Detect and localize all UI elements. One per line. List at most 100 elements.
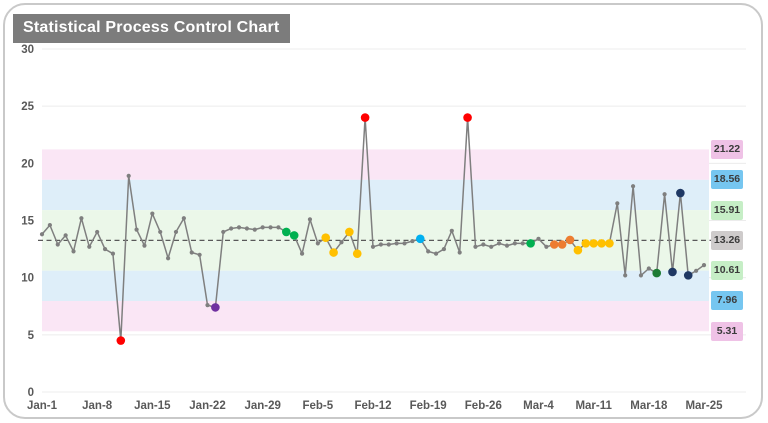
data-point xyxy=(662,192,667,197)
data-point-navy xyxy=(668,267,677,277)
sigma-level-chip: 21.22 xyxy=(711,139,743,159)
data-point xyxy=(63,233,68,238)
data-point-red xyxy=(360,113,370,122)
x-axis-tick-label: Jan-29 xyxy=(244,400,280,412)
data-point-yellow xyxy=(589,239,598,248)
x-axis-tick-label: Jan-22 xyxy=(189,400,225,412)
data-point xyxy=(544,244,549,249)
data-point xyxy=(536,236,541,241)
data-point-yellow xyxy=(352,249,362,258)
data-point xyxy=(102,246,108,252)
x-axis-tick-label: Mar-18 xyxy=(630,400,668,412)
data-point xyxy=(110,251,116,256)
data-point xyxy=(520,241,525,246)
x-axis-tick-label: Mar-11 xyxy=(575,400,612,412)
data-point xyxy=(638,273,644,278)
chart-card: 0 5 10 15 20 25 30 Jan-1 Jan-8 Jan-15 Jan-22 Jan-29… xyxy=(3,3,763,419)
y-axis-tick-label: 15 xyxy=(21,216,34,228)
data-point-navy xyxy=(683,271,693,280)
y-axis-tick-label: 20 xyxy=(21,158,34,170)
sigma-band xyxy=(42,149,709,180)
data-point-red xyxy=(463,113,472,122)
data-point xyxy=(197,252,202,257)
data-point xyxy=(402,241,407,246)
data-point xyxy=(150,211,155,216)
sigma-level-chip: 10.61 xyxy=(711,261,743,281)
data-point xyxy=(646,266,651,271)
data-point-yellow xyxy=(581,239,591,248)
data-point xyxy=(307,217,313,222)
data-point xyxy=(489,244,494,249)
data-point-yellow xyxy=(329,248,338,257)
data-point-darkgreen xyxy=(652,268,662,278)
data-point xyxy=(410,238,415,244)
x-axis-tick-label: Feb-5 xyxy=(302,400,333,412)
y-axis-tick-label: 30 xyxy=(21,44,34,56)
x-axis-tick-label: Mar-25 xyxy=(685,400,723,412)
data-point-yellow xyxy=(345,227,354,237)
sigma-level-chip: 13.26 xyxy=(711,230,743,250)
data-point xyxy=(630,184,636,189)
data-point-green xyxy=(526,239,535,248)
x-axis-tick-label: Feb-12 xyxy=(354,400,391,412)
data-point-purple xyxy=(211,303,220,312)
data-point xyxy=(623,273,628,278)
data-point xyxy=(95,229,100,235)
data-point xyxy=(512,241,517,246)
data-point-red xyxy=(116,336,126,345)
data-point xyxy=(276,225,281,230)
data-point-green xyxy=(289,231,299,240)
sigma-band xyxy=(42,270,709,301)
data-point xyxy=(433,251,439,256)
y-axis-tick-label: 5 xyxy=(28,330,35,342)
y-axis-tick-label: 0 xyxy=(28,387,34,399)
data-point xyxy=(496,241,502,246)
data-point-blue xyxy=(415,234,425,244)
data-point xyxy=(181,216,186,221)
data-point xyxy=(473,244,478,249)
data-point xyxy=(268,225,273,230)
data-point-orange xyxy=(549,240,559,249)
data-point-yellow xyxy=(321,233,331,242)
sigma-band xyxy=(42,179,709,211)
data-point xyxy=(260,225,265,230)
data-point xyxy=(441,246,447,252)
data-point xyxy=(252,227,257,232)
data-point xyxy=(370,244,376,249)
data-point xyxy=(221,229,226,235)
y-axis-tick-label: 25 xyxy=(21,101,34,113)
data-point-green xyxy=(282,227,291,237)
data-point-yellow xyxy=(605,239,614,248)
data-point xyxy=(315,241,320,246)
data-point xyxy=(244,226,250,231)
x-axis-tick-label: Jan-1 xyxy=(27,400,58,412)
sigma-level-chip: 5.31 xyxy=(711,321,743,341)
data-point xyxy=(394,241,399,246)
data-point xyxy=(55,242,60,247)
chart-title: Statistical Process Control Chart xyxy=(13,14,291,44)
data-point xyxy=(229,226,234,231)
x-axis-tick-label: Jan-15 xyxy=(134,400,171,412)
data-point-orange xyxy=(557,240,567,249)
data-point xyxy=(378,242,383,247)
sigma-level-chip: 7.96 xyxy=(711,291,743,311)
data-point-orange xyxy=(565,235,575,245)
y-axis-tick-label: 10 xyxy=(21,273,34,285)
data-point xyxy=(71,249,76,254)
data-point xyxy=(504,243,510,248)
data-point xyxy=(299,251,305,256)
data-point xyxy=(694,268,699,273)
x-axis-tick-label: Feb-26 xyxy=(465,400,502,412)
data-point xyxy=(615,201,620,206)
data-point xyxy=(173,229,179,235)
data-point xyxy=(457,250,462,255)
data-point xyxy=(142,243,147,248)
data-point xyxy=(134,227,139,232)
data-point xyxy=(701,262,707,268)
data-point xyxy=(87,244,92,249)
sigma-level-chip: 18.56 xyxy=(711,170,743,190)
data-point xyxy=(39,232,45,237)
data-point xyxy=(236,225,242,230)
x-axis-tick-label: Mar-4 xyxy=(523,400,554,412)
